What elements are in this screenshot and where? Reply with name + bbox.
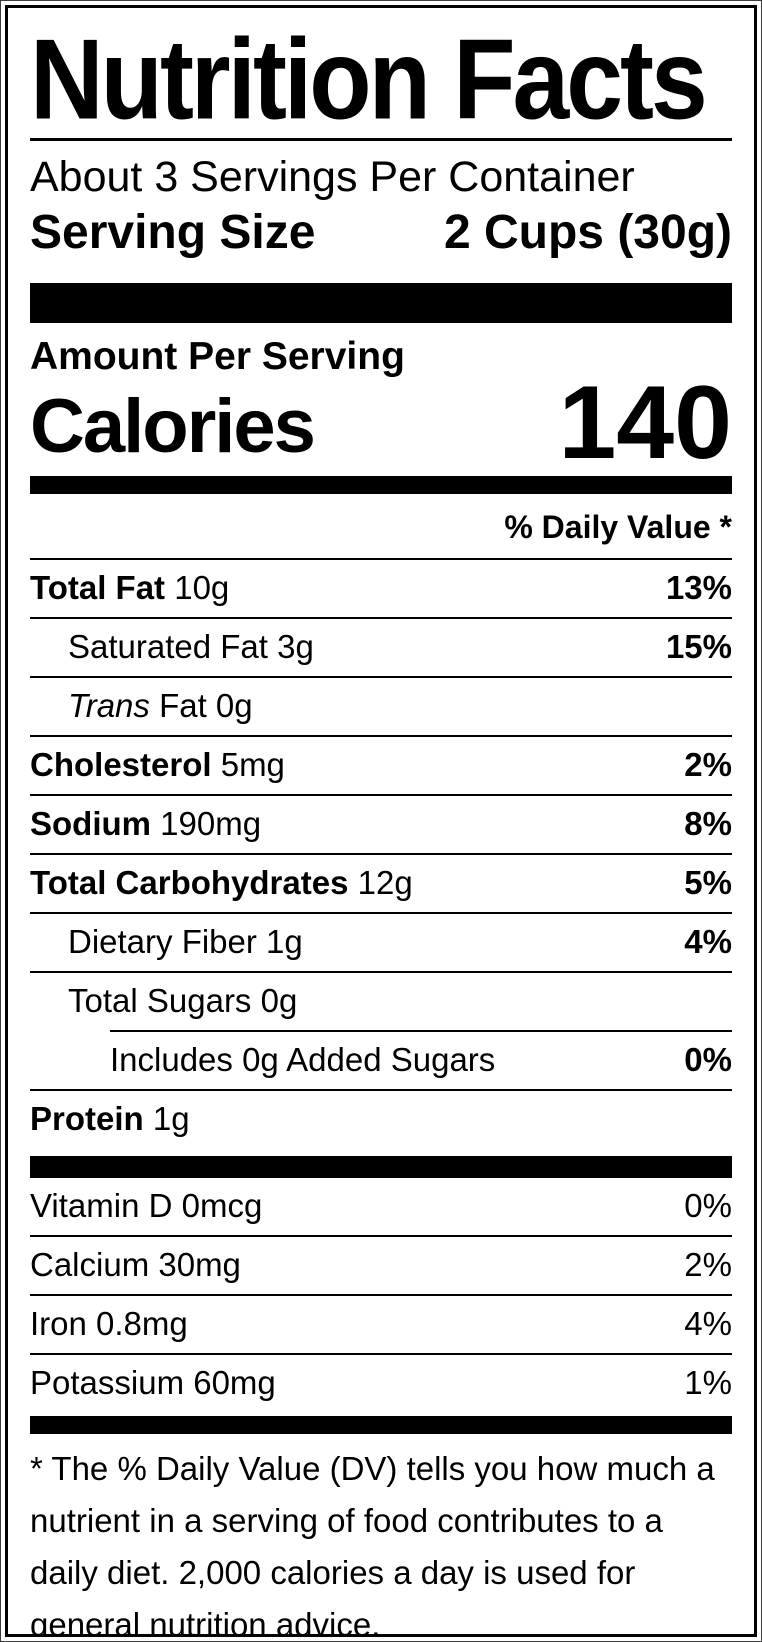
- row-divider: [30, 852, 732, 855]
- nutrient-daily-value: 5%: [684, 863, 732, 901]
- nutrient-row: Protein 1g: [30, 1091, 732, 1148]
- nutrient-name: Dietary Fiber 1g: [68, 922, 303, 960]
- nutrient-name: Total Fat 10g: [30, 568, 230, 606]
- nutrient-row: Includes 0g Added Sugars 0%: [30, 1032, 732, 1089]
- nutrient-name: Sodium 190mg: [30, 804, 262, 842]
- row-divider: [30, 793, 732, 796]
- nutrient-name: Trans Fat 0g: [68, 686, 253, 724]
- daily-value-header: % Daily Value *: [30, 494, 732, 560]
- nutrient-name: Saturated Fat 3g: [68, 627, 314, 665]
- section-separator-bar: [30, 282, 732, 323]
- nutrient-name: Vitamin D 0mcg: [30, 1186, 263, 1224]
- label-title: Nutrition Facts: [30, 15, 708, 143]
- row-divider: [30, 1088, 732, 1091]
- nutrient-daily-value: 4%: [684, 922, 732, 960]
- nutrient-row: Potassium 60mg 1%: [30, 1355, 732, 1412]
- nutrient-name: Includes 0g Added Sugars: [110, 1040, 496, 1078]
- nutrient-name: Potassium 60mg: [30, 1363, 276, 1401]
- amount-per-serving-header: Amount Per Serving: [30, 334, 405, 378]
- nutrient-daily-value: 0%: [684, 1186, 732, 1224]
- nutrient-row: Cholesterol 5mg 2%: [30, 737, 732, 794]
- nutrient-name: Iron 0.8mg: [30, 1304, 188, 1342]
- title-rule-divider: [30, 138, 732, 141]
- servings-per-container: About 3 Servings Per Container: [30, 153, 635, 201]
- nutrient-daily-value: 8%: [684, 804, 732, 842]
- nutrient-row: Total Fat 10g 13%: [30, 560, 732, 617]
- nutrient-daily-value: 2%: [684, 1245, 732, 1283]
- nutrient-row: Sodium 190mg 8%: [30, 796, 732, 853]
- nutrient-daily-value: 4%: [684, 1304, 732, 1342]
- nutrient-rows-section: Total Fat 10g 13% Saturated Fat 3g 15% Trans…: [30, 560, 732, 1148]
- calories-value: 140: [558, 364, 732, 481]
- row-divider: [30, 675, 732, 678]
- row-divider: [30, 911, 732, 914]
- section-separator-bar: [30, 475, 732, 494]
- nutrient-daily-value: 15%: [665, 627, 732, 665]
- nutrient-row: Iron 0.8mg 4%: [30, 1296, 732, 1353]
- nutrient-name: Calcium 30mg: [30, 1245, 241, 1283]
- calories-row: Calories 140: [30, 364, 732, 481]
- row-divider: [30, 970, 732, 973]
- row-divider: [110, 1029, 732, 1032]
- nutrient-row: Vitamin D 0mcg 0%: [30, 1178, 732, 1235]
- vitamin-rows-section: Vitamin D 0mcg 0% Calcium 30mg 2% Iron 0.8mg…: [30, 1178, 732, 1412]
- nutrient-daily-value: 2%: [684, 745, 732, 783]
- nutrient-row: Dietary Fiber 1g 4%: [30, 914, 732, 971]
- nutrient-daily-value: 13%: [665, 568, 732, 606]
- nutrient-name: Protein 1g: [30, 1099, 190, 1137]
- calories-label: Calories: [30, 384, 316, 470]
- daily-value-footnote: * The % Daily Value (DV) tells you how m…: [30, 1449, 715, 1637]
- section-separator-bar: [30, 1415, 732, 1434]
- row-divider: [30, 1293, 732, 1296]
- section-separator-bar: [30, 1155, 732, 1178]
- nutrient-name: Cholesterol 5mg: [30, 745, 285, 783]
- nutrient-name: Total Sugars 0g: [68, 981, 298, 1019]
- nutrient-row: Calcium 30mg 2%: [30, 1237, 732, 1294]
- serving-size-value: 2 Cups (30g): [443, 206, 732, 260]
- nutrient-row: Trans Fat 0g: [30, 678, 732, 735]
- nutrient-row: Total Carbohydrates 12g 5%: [30, 855, 732, 912]
- serving-size-label: Serving Size: [30, 206, 316, 260]
- row-divider: [30, 616, 732, 619]
- row-divider: [30, 1352, 732, 1355]
- title-block: Nutrition Facts: [30, 8, 732, 136]
- row-divider: [30, 1234, 732, 1237]
- serving-size-row: Serving Size 2 Cups (30g): [30, 206, 732, 260]
- nutrient-row: Saturated Fat 3g 15%: [30, 619, 732, 676]
- row-divider: [30, 734, 732, 737]
- nutrient-name: Total Carbohydrates 12g: [30, 863, 413, 901]
- nutrient-daily-value: 0%: [684, 1040, 732, 1078]
- nutrient-daily-value: 1%: [684, 1363, 732, 1401]
- nutrition-facts-panel: Nutrition Facts About 3 Servings Per Con…: [5, 5, 757, 1637]
- nutrient-row: Total Sugars 0g: [30, 973, 732, 1030]
